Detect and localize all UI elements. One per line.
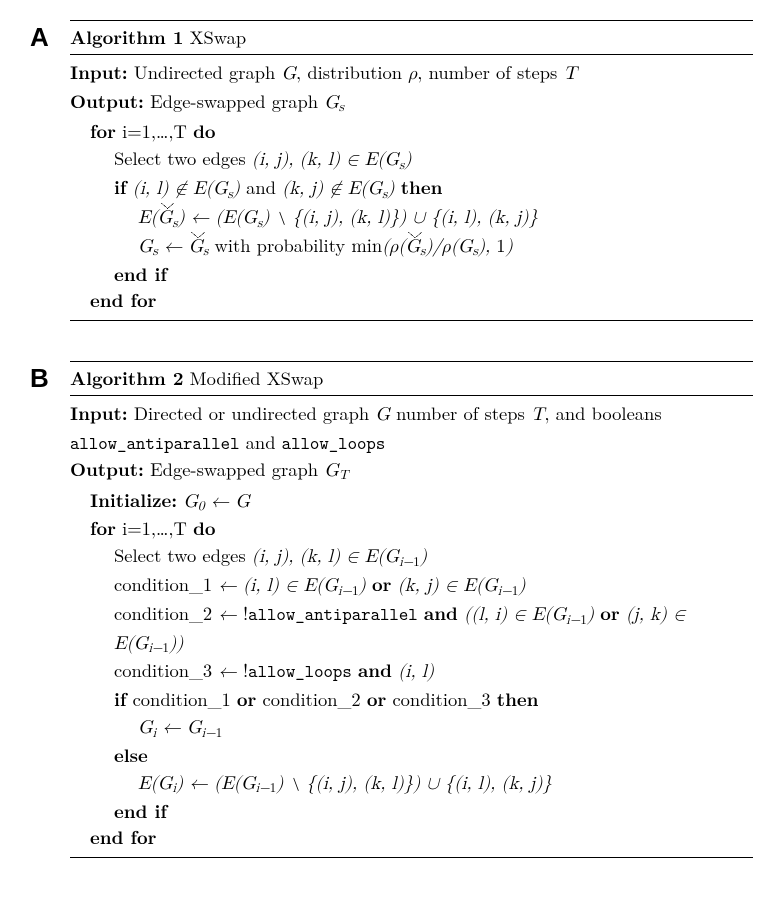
- line-select: Select two edges (i, j), (k, l) ∈ E(Gi−1…: [90, 542, 753, 571]
- panel-a-label: A: [30, 22, 70, 53]
- panel-b-label: B: [30, 363, 70, 394]
- line-endif: end if: [90, 261, 753, 288]
- rule: [70, 361, 753, 362]
- input-label: Input:: [70, 400, 128, 426]
- algorithm-1: Algorithm 1 XSwap Input: Undirected grap…: [70, 20, 753, 321]
- line-endfor: end for: [90, 287, 753, 314]
- line-cond3: condition_3 ← !allow_loops and (i, l): [90, 657, 753, 686]
- line-if: if (i, l) ∉ E(Gs) and (k, j) ∉ E(Gs) the…: [90, 174, 753, 203]
- output-text: Edge-swapped graph GT: [150, 456, 348, 482]
- output-label: Output:: [70, 88, 144, 114]
- panel-a: A Algorithm 1 XSwap Input: Undirected gr…: [30, 20, 753, 321]
- algo1-input: Input: Undirected graph G, distribution …: [70, 59, 753, 88]
- line-for: for i=1,…,T do: [90, 515, 753, 542]
- line-assign2: Gs ← Gs with probability min(ρ(Gs)/ρ(Gs)…: [90, 232, 753, 261]
- algo1-title-prefix: Algorithm 1: [70, 24, 183, 50]
- input-label: Input:: [70, 59, 128, 85]
- line-cond1: condition_1 ← (i, l) ∈ E(Gi−1) or (k, j)…: [90, 571, 753, 600]
- algo1-title-name: XSwap: [190, 24, 247, 50]
- line-for: for i=1,…,T do: [90, 118, 753, 145]
- algorithm-2: Algorithm 2 Modified XSwap Input: Direct…: [70, 361, 753, 858]
- algo1-body: for i=1,…,T do Select two edges (i, j), …: [70, 116, 753, 316]
- algo2-title: Algorithm 2 Modified XSwap: [70, 364, 753, 393]
- line-elsebr: E(Gi) ← (E(Gi−1) ∖ {(i, j), (k, l)}) ∪ {…: [90, 769, 753, 798]
- input-text: Directed or undirected graph G number of…: [70, 400, 662, 455]
- line-else: else: [90, 742, 753, 769]
- rule: [70, 54, 753, 55]
- line-if: if condition_1 or condition_2 or conditi…: [90, 686, 753, 713]
- line-then: Gi ← Gi−1: [90, 713, 753, 742]
- algo2-title-name: Modified XSwap: [190, 365, 324, 391]
- line-endif: end if: [90, 798, 753, 825]
- line-init: Initialize: G0 ← G: [90, 487, 753, 516]
- rule: [70, 320, 753, 321]
- panel-b: B Algorithm 2 Modified XSwap Input: Dire…: [30, 361, 753, 858]
- algo2-title-prefix: Algorithm 2: [70, 365, 183, 391]
- line-cond2: condition_2 ← !allow_antiparallel and ((…: [90, 600, 753, 658]
- algo1-output: Output: Edge-swapped graph Gs: [70, 88, 753, 117]
- algo2-body: Initialize: G0 ← G for i=1,…,T do Select…: [70, 485, 753, 854]
- output-label: Output:: [70, 456, 144, 482]
- rule: [70, 857, 753, 858]
- algo2-output: Output: Edge-swapped graph GT: [70, 456, 753, 485]
- algo2-input: Input: Directed or undirected graph G nu…: [70, 400, 753, 456]
- line-select: Select two edges (i, j), (k, l) ∈ E(Gs): [90, 145, 753, 174]
- rule: [70, 395, 753, 396]
- output-text: Edge-swapped graph Gs: [150, 88, 344, 114]
- algo1-title: Algorithm 1 XSwap: [70, 23, 753, 52]
- input-text: Undirected graph G, distribution ρ, numb…: [134, 59, 577, 85]
- line-assign1: E(Gs) ← (E(Gs) ∖ {(i, j), (k, l)}) ∪ {(i…: [90, 203, 753, 232]
- rule: [70, 20, 753, 21]
- line-endfor: end for: [90, 824, 753, 851]
